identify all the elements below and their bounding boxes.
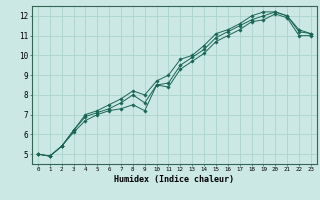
X-axis label: Humidex (Indice chaleur): Humidex (Indice chaleur) — [115, 175, 234, 184]
